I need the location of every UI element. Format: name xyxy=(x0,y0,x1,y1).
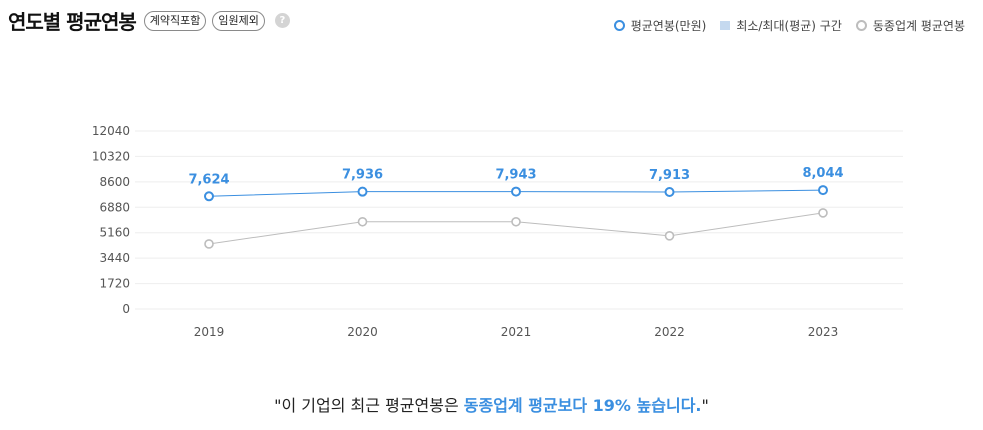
x-tick-label: 2020 xyxy=(347,325,378,339)
page-title: 연도별 평균연봉 xyxy=(8,10,137,34)
y-tick-label: 3440 xyxy=(99,251,130,265)
avg-point xyxy=(357,186,368,197)
y-tick-label: 1720 xyxy=(99,277,130,291)
legend-gray-circle-icon xyxy=(855,20,867,31)
summary-prefix: "이 기업의 최근 평균연봉은 xyxy=(274,396,464,415)
avg-data-label: 8,044 xyxy=(802,166,843,181)
y-tick-label: 0 xyxy=(122,302,130,316)
legend-circle-icon xyxy=(613,20,625,31)
legend-label-avg: 평균연봉(만원) xyxy=(630,19,707,33)
y-tick-label: 6880 xyxy=(99,200,130,214)
avg-point xyxy=(511,186,521,197)
summary-suffix: " xyxy=(701,396,709,415)
avg-data-label: 7,913 xyxy=(649,168,690,183)
legend-item-avg: 평균연봉(만원) xyxy=(613,17,707,34)
avg-point xyxy=(664,187,675,198)
salary-line-chart: 0 1720 3440 5160 6880 8600 10320 12040 2019 2020 2… xyxy=(92,124,903,339)
y-tick-label: 12040 xyxy=(92,124,130,138)
help-icon[interactable]: ? xyxy=(274,13,290,28)
industry-point xyxy=(357,216,368,227)
x-tick-label: 2021 xyxy=(501,325,532,339)
legend-item-industry: 동종업계 평균연봉 xyxy=(855,17,965,34)
avg-data-label: 7,936 xyxy=(342,168,383,183)
y-tick-label: 8600 xyxy=(99,175,130,189)
legend-square-icon xyxy=(720,21,731,30)
x-tick-label: 2022 xyxy=(654,325,685,339)
legend-label-range: 최소/최대(평균) 구간 xyxy=(736,19,842,33)
avg-point xyxy=(818,185,828,196)
x-tick-label: 2023 xyxy=(808,325,839,339)
avg-point xyxy=(204,191,214,202)
legend-label-industry: 동종업계 평균연봉 xyxy=(872,19,965,33)
avg-data-label: 7,943 xyxy=(495,168,536,183)
chart-header: 연도별 평균연봉 계약직포함 임원제외 ? xyxy=(8,6,290,35)
y-tick-label: 5160 xyxy=(99,226,130,240)
x-tick-label: 2019 xyxy=(194,325,225,339)
summary-highlight: 동종업계 평균보다 19% 높습니다. xyxy=(463,396,702,415)
tag-contract-included: 계약직포함 xyxy=(143,10,207,31)
legend-item-range: 최소/최대(평균) 구간 xyxy=(720,17,842,34)
industry-point xyxy=(204,239,214,249)
industry-point xyxy=(511,216,521,227)
industry-point xyxy=(664,231,675,241)
industry-point xyxy=(818,208,828,218)
y-tick-label: 10320 xyxy=(92,149,130,163)
chart-legend: 평균연봉(만원) 최소/최대(평균) 구간 동종업계 평균연봉 xyxy=(613,17,965,34)
summary-sentence: "이 기업의 최근 평균연봉은 동종업계 평균보다 19% 높습니다." xyxy=(0,392,983,416)
tag-executive-excluded: 임원제외 xyxy=(212,10,265,31)
avg-data-label: 7,624 xyxy=(188,172,229,187)
